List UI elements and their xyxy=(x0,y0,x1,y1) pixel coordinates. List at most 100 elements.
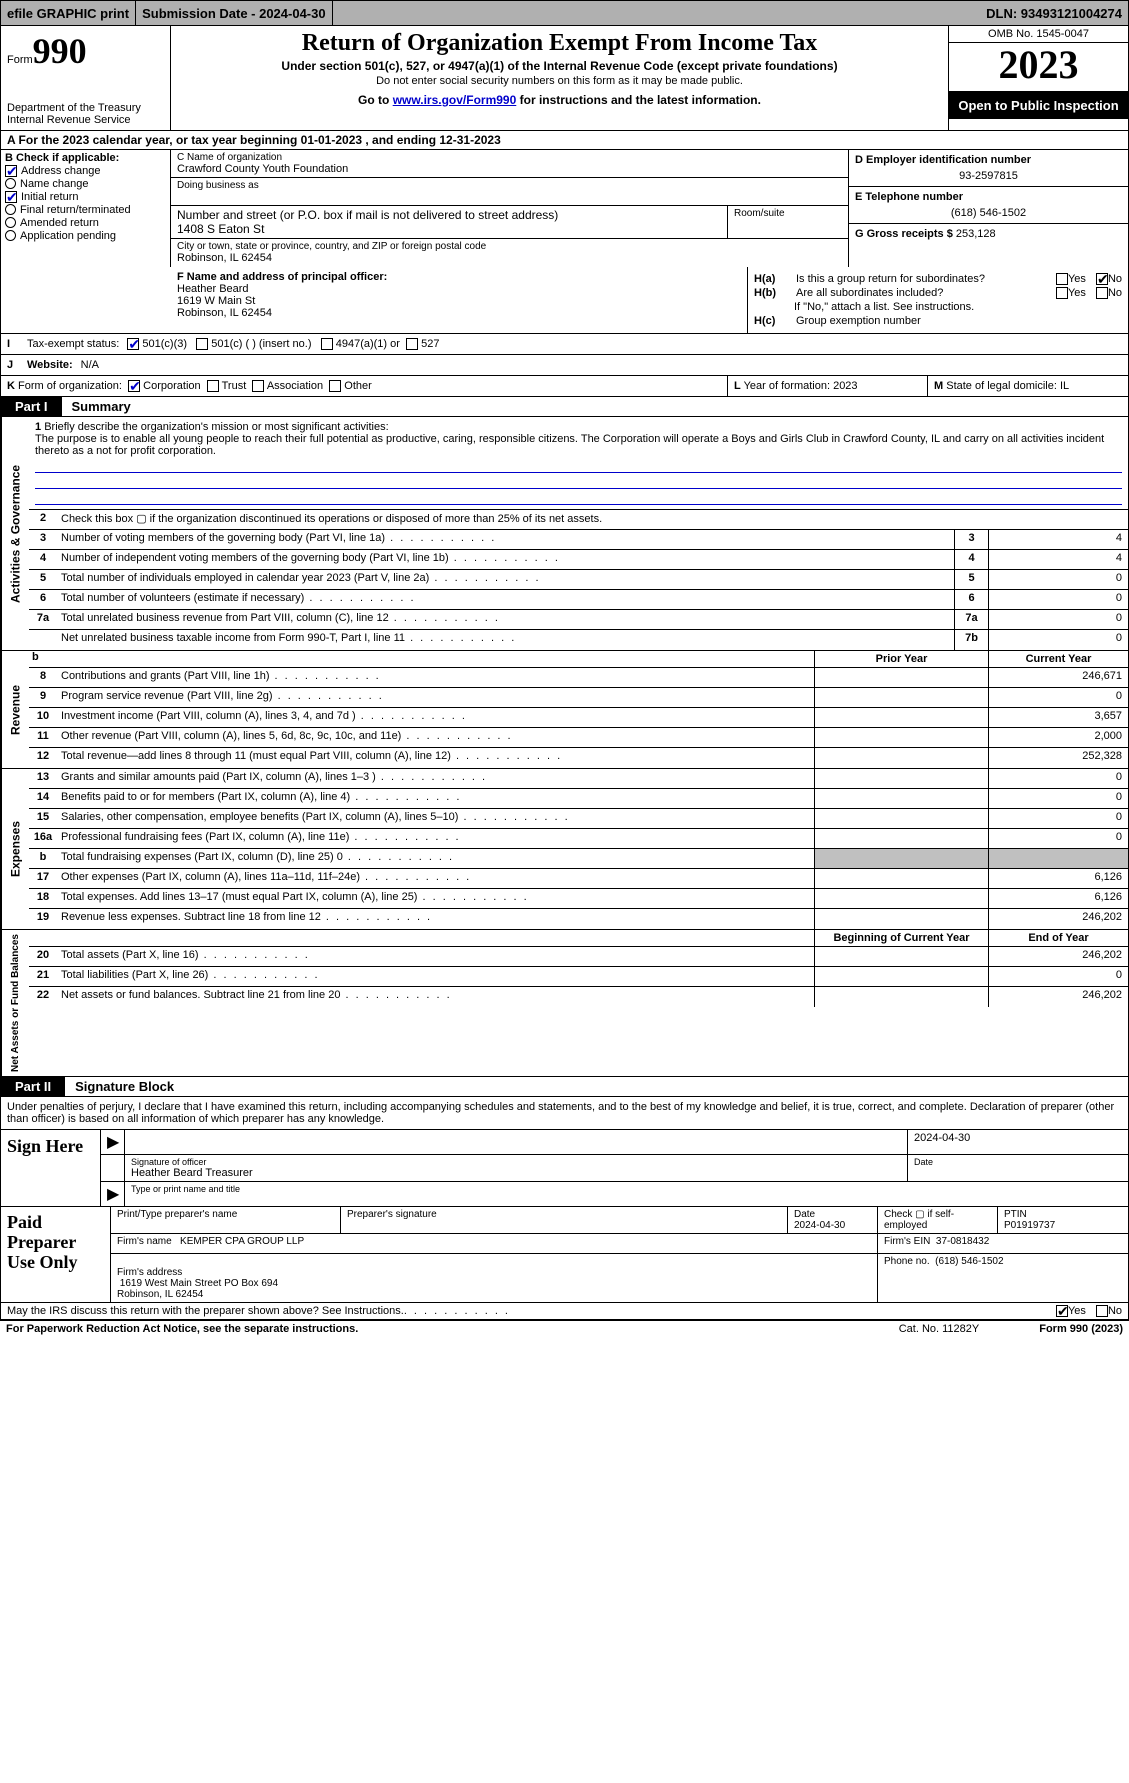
form-990-page: efile GRAPHIC print Submission Date - 20… xyxy=(0,0,1129,1337)
paperwork-notice: For Paperwork Reduction Act Notice, see … xyxy=(6,1323,358,1335)
curr-val: 0 xyxy=(988,688,1128,707)
boxb-checkbox[interactable] xyxy=(5,191,17,203)
k-corp-checkbox[interactable] xyxy=(128,380,140,392)
row-desc: Total fundraising expenses (Part IX, col… xyxy=(57,849,814,868)
h-b-note: If "No," attach a list. See instructions… xyxy=(754,301,1122,313)
gross-value: 253,128 xyxy=(956,228,996,240)
ha-no-checkbox[interactable] xyxy=(1096,273,1108,285)
discuss-text: May the IRS discuss this return with the… xyxy=(7,1305,404,1317)
form-name-footer: Form 990 (2023) xyxy=(1039,1323,1123,1335)
sig-officer-label: Signature of officer xyxy=(131,1157,901,1167)
print-name-label: Print/Type preparer's name xyxy=(117,1209,237,1220)
irs-link[interactable]: www.irs.gov/Form990 xyxy=(393,93,517,107)
dln: DLN: 93493121004274 xyxy=(980,1,1128,25)
value-row: 14 Benefits paid to or for members (Part… xyxy=(29,789,1128,809)
form-header: Form990 Department of the Treasury Inter… xyxy=(0,26,1129,131)
part-ii-title: Signature Block xyxy=(65,1077,184,1096)
k-trust-checkbox[interactable] xyxy=(207,380,219,392)
i-501c3-checkbox[interactable] xyxy=(127,338,139,350)
line-2: 2 Check this box ▢ if the organization d… xyxy=(29,510,1128,530)
summary-row: 4 Number of independent voting members o… xyxy=(29,550,1128,570)
part-i-label: Part I xyxy=(1,397,62,416)
prior-val xyxy=(814,869,988,888)
page-footer: For Paperwork Reduction Act Notice, see … xyxy=(0,1320,1129,1337)
ha-yes-checkbox[interactable] xyxy=(1056,273,1068,285)
row-num: 17 xyxy=(29,869,57,888)
i-501c-checkbox[interactable] xyxy=(196,338,208,350)
city-value: Robinson, IL 62454 xyxy=(177,252,842,264)
tax-year: 2023 xyxy=(949,43,1128,92)
boxb-checkbox[interactable] xyxy=(5,230,16,241)
street-row: Number and street (or P.O. box if mail i… xyxy=(171,206,848,239)
row-num: 19 xyxy=(29,909,57,929)
row-num: 7a xyxy=(29,610,57,629)
open-to-public: Open to Public Inspection xyxy=(949,92,1128,119)
row-num: 21 xyxy=(29,967,57,986)
k-assoc-checkbox[interactable] xyxy=(252,380,264,392)
prior-val xyxy=(814,769,988,788)
room-label: Room/suite xyxy=(728,206,848,238)
row-num: 11 xyxy=(29,728,57,747)
netassets-body: Beginning of Current Year End of Year 20… xyxy=(29,930,1128,1076)
row-desc: Total revenue—add lines 8 through 11 (mu… xyxy=(57,748,814,768)
firm-addr-label: Firm's address xyxy=(117,1267,182,1278)
hb-no-checkbox[interactable] xyxy=(1096,287,1108,299)
row-desc: Professional fundraising fees (Part IX, … xyxy=(57,829,814,848)
prior-val xyxy=(814,789,988,808)
hb-yes-checkbox[interactable] xyxy=(1056,287,1068,299)
discuss-no-checkbox[interactable] xyxy=(1096,1305,1108,1317)
section-i-j: I Tax-exempt status: 501(c)(3) 501(c) ( … xyxy=(0,334,1129,376)
boxb-item: Application pending xyxy=(5,230,166,242)
prep-rows: Print/Type preparer's name Preparer's si… xyxy=(111,1207,1128,1302)
sign-rows: ▶ 2024-04-30 Signature of officer Heathe… xyxy=(101,1130,1128,1206)
section-k-l-m: K Form of organization: Corporation Trus… xyxy=(0,376,1129,397)
box-b: B Check if applicable: Address changeNam… xyxy=(1,150,171,267)
value-row: 8 Contributions and grants (Part VIII, l… xyxy=(29,668,1128,688)
i-4947-checkbox[interactable] xyxy=(321,338,333,350)
prep-date-label: Date xyxy=(794,1209,815,1220)
prior-val xyxy=(814,708,988,727)
j-value: N/A xyxy=(81,359,99,371)
row-num: 18 xyxy=(29,889,57,908)
row-box: 4 xyxy=(954,550,988,569)
ha-yn: Yes No xyxy=(1056,273,1122,285)
value-row: 19 Revenue less expenses. Subtract line … xyxy=(29,909,1128,929)
row-num: 4 xyxy=(29,550,57,569)
summary-row: 6 Total number of volunteers (estimate i… xyxy=(29,590,1128,610)
row-i: I Tax-exempt status: 501(c)(3) 501(c) ( … xyxy=(1,334,1128,355)
m-label: M xyxy=(934,380,943,392)
boxb-item: Final return/terminated xyxy=(5,204,166,216)
header-right: OMB No. 1545-0047 2023 Open to Public In… xyxy=(948,26,1128,130)
goto-suffix: for instructions and the latest informat… xyxy=(516,93,761,107)
boxb-item: Address change xyxy=(5,165,166,177)
value-row: 22 Net assets or fund balances. Subtract… xyxy=(29,987,1128,1007)
mission-rule1 xyxy=(35,459,1122,473)
row-desc: Other revenue (Part VIII, column (A), li… xyxy=(57,728,814,747)
box-d: D Employer identification number 93-2597… xyxy=(849,150,1128,187)
k-other-checkbox[interactable] xyxy=(329,380,341,392)
curr-val: 0 xyxy=(988,809,1128,828)
hb-label: H(b) xyxy=(754,287,790,299)
topbar-spacer xyxy=(333,1,981,25)
k-text: Form of organization: xyxy=(18,380,122,392)
row-desc: Number of voting members of the governin… xyxy=(57,530,954,549)
prior-val xyxy=(814,849,988,868)
city-label: City or town, state or province, country… xyxy=(177,241,842,252)
row-num: 20 xyxy=(29,947,57,966)
row-desc: Benefits paid to or for members (Part IX… xyxy=(57,789,814,808)
row-val: 4 xyxy=(988,530,1128,549)
line2-desc: Check this box ▢ if the organization dis… xyxy=(57,510,1128,529)
i-527-checkbox[interactable] xyxy=(406,338,418,350)
prior-val xyxy=(814,688,988,707)
l-text: Year of formation: 2023 xyxy=(744,380,858,392)
row-box: 7b xyxy=(954,630,988,650)
curr-val: 6,126 xyxy=(988,869,1128,888)
discuss-row: May the IRS discuss this return with the… xyxy=(0,1303,1129,1320)
i-opt4: 527 xyxy=(421,338,439,350)
boxb-checkbox[interactable] xyxy=(5,217,16,228)
boxb-checkbox[interactable] xyxy=(5,165,17,177)
j-label: J xyxy=(7,359,19,371)
boxb-label: Name change xyxy=(20,178,89,190)
sig-officer-cell: Signature of officer Heather Beard Treas… xyxy=(125,1155,908,1181)
discuss-yes-checkbox[interactable] xyxy=(1056,1305,1068,1317)
